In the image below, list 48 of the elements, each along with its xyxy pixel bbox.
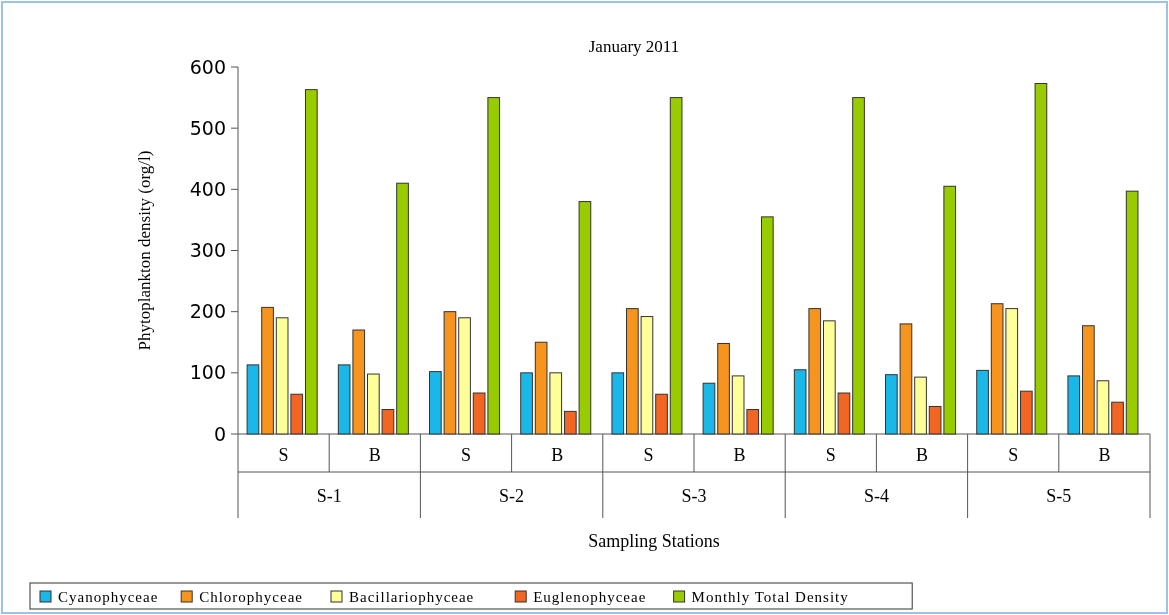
bar xyxy=(304,89,318,435)
x-tick-label: B xyxy=(368,445,381,465)
bar xyxy=(1125,190,1139,435)
chart-title: January 2011 xyxy=(588,37,680,56)
bar xyxy=(655,393,668,435)
bar xyxy=(702,382,716,435)
y-tick-label: 0 xyxy=(213,422,226,445)
bar xyxy=(669,97,683,435)
x-tick-label: S xyxy=(643,445,654,465)
y-tick-label: 500 xyxy=(189,116,226,139)
legend-label: Bacillariophyceae xyxy=(349,589,475,606)
y-axis-title: Phytoplankton density (org/l) xyxy=(135,150,154,351)
bar xyxy=(1111,401,1124,435)
y-tick-label: 200 xyxy=(189,300,226,323)
y-tick-label: 400 xyxy=(189,177,226,200)
bar xyxy=(246,364,260,435)
x-tick-label: S xyxy=(460,445,472,465)
x-tick-label: B xyxy=(1098,445,1111,465)
bar xyxy=(611,372,625,435)
legend-label: Cyanophyceae xyxy=(58,589,159,606)
text: S-3 xyxy=(681,486,707,506)
x-tick-label: S xyxy=(278,445,289,465)
text: S-1 xyxy=(316,486,342,506)
y-tick-label: 600 xyxy=(189,55,226,78)
y-tick-label: 300 xyxy=(189,239,226,262)
text: S-2 xyxy=(499,486,525,506)
x-tick-label: B xyxy=(551,445,564,465)
bar xyxy=(1067,375,1081,435)
x-tick-label: S xyxy=(825,445,836,465)
bar xyxy=(261,306,274,435)
bar xyxy=(458,317,471,435)
bar xyxy=(914,376,927,435)
x-tick-label: B xyxy=(733,445,746,465)
x-tick-label: S xyxy=(1008,445,1019,465)
text: S-4 xyxy=(863,486,889,506)
bar xyxy=(760,216,774,435)
x-tick-label: B xyxy=(915,445,929,465)
bar xyxy=(717,342,730,435)
bar xyxy=(976,369,989,435)
legend-label: Euglenophyceae xyxy=(533,589,647,606)
legend-label: Monthly Total Density xyxy=(691,589,849,606)
legend-label: Chlorophyceae xyxy=(199,589,304,606)
x-axis-title: Sampling Stations xyxy=(588,531,720,551)
bar xyxy=(396,182,409,435)
y-tick-label: 100 xyxy=(189,361,226,384)
bar xyxy=(852,97,865,435)
text: S-5 xyxy=(1046,486,1072,506)
bar xyxy=(520,372,533,435)
